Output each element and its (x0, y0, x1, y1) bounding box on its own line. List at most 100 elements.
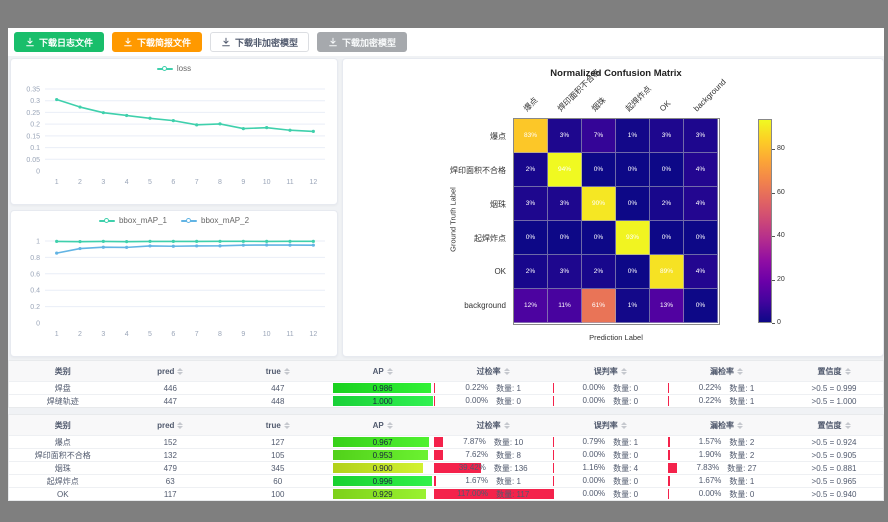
rate-bar (552, 489, 554, 499)
defect-metrics-table: 类别 pred true AP 过检率 误判率 漏检率 置信度 爆点 152 127 0.967 7.8… (8, 414, 884, 501)
heatmap-cell: 0% (548, 221, 582, 255)
svg-text:4: 4 (125, 331, 129, 338)
column-header-misjudge-rate[interactable]: 误判率 (553, 415, 668, 435)
column-header-label: pred (157, 420, 175, 430)
legend-item-loss[interactable]: loss (156, 64, 192, 73)
column-header-miss-rate[interactable]: 漏检率 (668, 415, 785, 435)
svg-text:0.25: 0.25 (26, 110, 40, 117)
cell-miss-rate: 1.67% 数量: 1 (667, 475, 785, 487)
column-header-over-rate[interactable]: 过检率 (434, 361, 553, 381)
svg-text:0.05: 0.05 (26, 157, 40, 164)
download-encrypted-model-button[interactable]: 下载加密模型 (317, 32, 408, 52)
heatmap-cell: 0% (616, 187, 650, 221)
rate-bar (433, 463, 481, 473)
heatmap-cell: 0% (582, 221, 616, 255)
sort-icon[interactable] (386, 367, 393, 375)
cell-misjudge-rate: 1.16% 数量: 4 (552, 462, 668, 474)
rate-bar (433, 437, 444, 447)
svg-text:11: 11 (286, 331, 293, 338)
cell-class: 起焊炸点 (46, 476, 79, 486)
cell-miss-rate: 1.57% 数量: 2 (667, 436, 785, 448)
download-report-button[interactable]: 下载简报文件 (112, 32, 203, 52)
sort-icon[interactable] (177, 367, 184, 375)
column-header-pred[interactable]: pred (117, 361, 225, 381)
heatmap-cell: 1% (616, 289, 650, 323)
sort-icon[interactable] (177, 421, 184, 429)
colorbar-tick-label: 40 (772, 232, 785, 240)
column-header-true[interactable]: true (224, 361, 332, 381)
column-header-label: true (265, 366, 281, 376)
matrix-column-label: 爆点 (521, 95, 540, 114)
matrix-column-label: 烟珠 (589, 95, 608, 114)
heatmap-cell: 0% (684, 289, 718, 323)
sort-icon[interactable] (503, 367, 510, 375)
column-header-miss-rate[interactable]: 漏检率 (668, 361, 785, 381)
svg-text:0.1: 0.1 (30, 145, 40, 152)
legend-label: loss (176, 64, 192, 73)
colorbar-tick-label: 80 (772, 145, 785, 153)
column-header-confidence[interactable]: 置信度 (785, 415, 883, 435)
table-row: 烟珠 479 345 0.900 39.42% 数量: 136 1.16% 数量: 4 7.83… (9, 461, 883, 474)
cell-class: 焊盘 (54, 383, 71, 393)
svg-text:0.2: 0.2 (30, 304, 40, 311)
column-header-over-rate[interactable]: 过检率 (434, 415, 553, 435)
heatmap-cell: 94% (548, 153, 582, 187)
column-header-true[interactable]: true (224, 415, 332, 435)
table-row: 焊印面积不合格 132 105 0.953 7.62% 数量: 8 0.00% 数量: 0 1.… (9, 448, 883, 461)
heatmap-cell: 11% (548, 289, 582, 323)
table-row: 焊缝轨迹 447 448 1.000 0.00% 数量: 0 0.00% 数量: 0 0.22%… (9, 394, 883, 407)
colorbar-tick-label: 20 (772, 275, 785, 283)
cell-confidence: >0.5 = 0.924 (811, 437, 857, 447)
legend-marker (156, 65, 173, 71)
loss-line-chart[interactable]: 00.050.10.150.20.250.30.351 2 3 4 5 6 7 8 9 10 11 1… (11, 59, 337, 204)
download-plain-model-button[interactable]: 下载非加密模型 (210, 32, 310, 52)
cell-ap: 0.967 (332, 436, 434, 448)
download-log-button[interactable]: 下载日志文件 (14, 32, 105, 52)
sort-icon[interactable] (283, 367, 290, 375)
heatmap-cell: 3% (548, 255, 582, 289)
matrix-row-label: background (464, 301, 506, 310)
cell-confidence: >0.5 = 0.999 (811, 383, 857, 393)
sort-icon[interactable] (737, 421, 744, 429)
confusion-matrix-panel: Normalized Confusion Matrix 83% 3% 7% 1% 3% 3… (342, 58, 884, 357)
cell-true: 127 (271, 437, 285, 447)
rate-bar (552, 463, 554, 473)
cell-miss-rate: 7.83% 数量: 27 (667, 462, 785, 474)
ap-bar (332, 437, 430, 447)
sort-icon[interactable] (737, 367, 744, 375)
cell-over-rate: 0.00% 数量: 0 (433, 395, 553, 407)
map-line-chart[interactable]: 00.20.40.60.811 2 3 4 5 6 7 8 9 10 11 12 (11, 211, 337, 356)
toolbar: 下载日志文件 下载简报文件 下载非加密模型 下载加密模型 (8, 28, 884, 56)
column-header-pred[interactable]: pred (117, 415, 225, 435)
column-header-label: 类别 (54, 366, 71, 376)
matrix-x-axis-label: Prediction Label (589, 333, 643, 342)
sort-icon[interactable] (503, 421, 510, 429)
column-header-label: true (265, 420, 281, 430)
matrix-column-label: 起焊炸点 (623, 84, 653, 114)
sort-icon[interactable] (620, 367, 627, 375)
legend-item-bbox-map-1[interactable]: bbox_mAP_1 (98, 216, 167, 225)
cell-ap: 1.000 (332, 395, 434, 407)
rate-bar (552, 450, 554, 460)
sort-icon[interactable] (620, 421, 627, 429)
legend-item-bbox-map-2[interactable]: bbox_mAP_2 (181, 216, 249, 225)
svg-text:0.2: 0.2 (30, 122, 40, 129)
matrix-row-label: 起焊炸点 (474, 234, 506, 243)
column-header-misjudge-rate[interactable]: 误判率 (553, 361, 668, 381)
cell-true: 448 (271, 396, 285, 406)
sort-icon[interactable] (283, 421, 290, 429)
sort-icon[interactable] (386, 421, 393, 429)
column-header-label: 误判率 (593, 366, 618, 376)
sort-icon[interactable] (844, 421, 851, 429)
svg-text:0.4: 0.4 (30, 288, 40, 295)
rate-bar (667, 476, 670, 486)
button-label: 下载非加密模型 (235, 37, 299, 48)
column-header-ap[interactable]: AP (332, 415, 434, 435)
heatmap-cell: 3% (514, 187, 548, 221)
cell-pred: 446 (163, 383, 177, 393)
sort-icon[interactable] (844, 367, 851, 375)
column-header-ap[interactable]: AP (332, 361, 434, 381)
heatmap-cell: 90% (582, 187, 616, 221)
column-header-confidence[interactable]: 置信度 (785, 361, 883, 381)
